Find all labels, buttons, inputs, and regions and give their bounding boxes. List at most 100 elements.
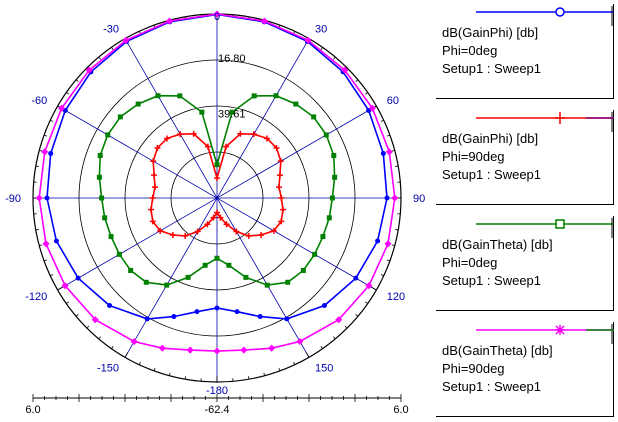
series-2-point (273, 145, 280, 152)
ring-tick (153, 367, 156, 372)
series-4-point (91, 316, 99, 324)
angle-label: 90 (413, 193, 425, 205)
legend-swatch (476, 6, 614, 26)
ring-label: 39.61 (218, 108, 246, 120)
series-4-point (166, 17, 174, 25)
series-2-point (276, 172, 283, 179)
series-4-point (42, 240, 50, 248)
ring-tick (50, 119, 54, 122)
series-1-point (380, 150, 386, 156)
ring-tick (386, 134, 391, 137)
ring-tick (395, 229, 399, 231)
ring-tick (75, 314, 79, 317)
series-3-point (135, 101, 141, 107)
legend-swatch (476, 218, 614, 238)
series-3-point (116, 251, 122, 257)
series-3-point (312, 251, 318, 257)
legend-series-param: Setup1 : Sweep1 (442, 379, 542, 394)
ring-tick (138, 361, 141, 365)
series-3-point (326, 215, 332, 221)
ring-tick (365, 92, 368, 95)
angle-label: 0 (214, 11, 220, 23)
ring-tick (380, 119, 384, 122)
series-2-point (190, 130, 197, 137)
series-3-point (202, 262, 208, 268)
series-2-point (210, 214, 217, 221)
series-2-point (152, 184, 159, 191)
series-4-point (391, 194, 399, 202)
series-4-point (384, 240, 392, 248)
ring-tick (355, 79, 359, 82)
series-1-point (171, 314, 177, 320)
series-1-point (284, 316, 290, 322)
series-2-point (223, 143, 230, 150)
legend-series-name: dB(GainTheta) [db] (442, 343, 553, 358)
series-3-point (155, 93, 161, 99)
series-4-point (335, 316, 343, 324)
series-4-point (186, 346, 194, 354)
angle-label: -60 (31, 95, 47, 107)
legend-series-name: dB(GainTheta) [db] (442, 237, 553, 252)
ring-tick (50, 274, 54, 277)
series-4-point (296, 337, 304, 346)
series-2-point (233, 228, 240, 235)
legend-series-param: Setup1 : Sweep1 (442, 273, 542, 288)
series-2-point (275, 184, 282, 191)
grid-spoke (124, 38, 310, 358)
series-3-point (329, 195, 335, 201)
legend-swatch (476, 324, 614, 344)
angle-labels: 16.80 39.61 0 30 60 90 120 150 -180 -150 -120 -90 -6… (5, 11, 425, 397)
ring-tick (320, 47, 323, 50)
polar-plot: 16.80 39.61 0 30 60 90 120 150 -180 -150 -120 -90 -6… (5, 10, 425, 416)
series-2-point (169, 232, 176, 239)
angle-label: -150 (97, 363, 119, 375)
series-2-point (204, 143, 211, 150)
series-3-point (251, 93, 257, 99)
series-2-point (270, 227, 277, 234)
angle-label: 30 (315, 23, 327, 35)
ring-tick (380, 274, 384, 277)
series-3-point (102, 215, 108, 221)
series-3-point (214, 255, 220, 261)
series-2-point (150, 158, 157, 165)
series-3-point (199, 109, 205, 115)
series-1-point (375, 238, 381, 244)
series-1-point (321, 302, 327, 308)
series-1-point (384, 195, 390, 201)
series-2-point (217, 214, 224, 221)
series-3-point (99, 195, 105, 201)
series-3-point (264, 282, 270, 288)
series-4-point (35, 194, 43, 202)
series-1-point (353, 275, 359, 281)
series-1-point (234, 309, 240, 315)
series-2-point (278, 195, 285, 201)
series-1-point (107, 302, 113, 308)
series-4-point (85, 66, 93, 74)
series-3-point (311, 114, 317, 120)
angle-label: -90 (5, 193, 21, 205)
legend-entry-3: dB(GainTheta) [db] Phi=0deg Setup1 : Sweep… (436, 216, 614, 311)
series-4-point (268, 344, 276, 352)
series-4-point (304, 36, 312, 44)
series-3-point (229, 109, 235, 115)
ring-tick (293, 361, 296, 365)
ring-tick (35, 229, 39, 231)
ring-tick (98, 56, 101, 60)
legend-series-param: Phi=0deg (442, 43, 498, 58)
series-2-point (250, 131, 257, 138)
series-3-point (293, 101, 299, 107)
ring-tick (184, 376, 186, 380)
ring-tick (391, 244, 395, 247)
series-3-point (323, 132, 329, 138)
series-2-point (194, 228, 201, 235)
series-2-point (151, 172, 158, 179)
ring-tick (365, 301, 368, 304)
series-2-point (237, 130, 244, 137)
series-2-point (278, 218, 285, 225)
series-2-point (204, 221, 211, 228)
series-4-point (41, 148, 49, 156)
ring-tick (168, 372, 171, 376)
series-2-point (245, 232, 252, 239)
series-3-point (177, 93, 183, 99)
ring-tick (305, 351, 310, 358)
